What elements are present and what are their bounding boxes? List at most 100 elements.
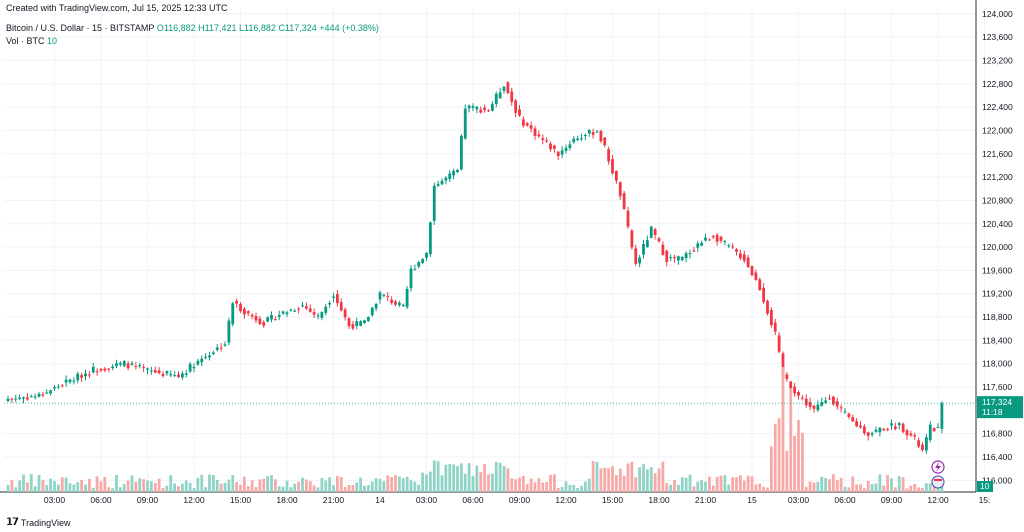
candle-body bbox=[215, 347, 219, 350]
candle-body bbox=[576, 138, 580, 141]
volume-bar bbox=[529, 478, 533, 492]
volume-bar bbox=[91, 487, 95, 492]
candle-body bbox=[281, 311, 285, 314]
price-tick-label: 118,000 bbox=[982, 359, 1012, 369]
volume-bar bbox=[56, 484, 60, 492]
candle-body bbox=[921, 444, 924, 451]
symbol-label[interactable]: Bitcoin / U.S. Dollar · 15 · BITSTAMP bbox=[6, 23, 155, 33]
candle-body bbox=[304, 306, 308, 309]
candle-body bbox=[533, 128, 537, 136]
time-tick-label: 06:00 bbox=[834, 495, 856, 505]
candle-body bbox=[793, 386, 797, 394]
candle-body bbox=[324, 306, 328, 313]
volume-bar bbox=[518, 477, 521, 492]
volume-bar bbox=[591, 461, 595, 492]
volume-bar bbox=[913, 483, 917, 492]
candle-body bbox=[18, 397, 22, 399]
volume-bar bbox=[304, 479, 308, 492]
volume-bar bbox=[165, 485, 169, 492]
candle-body bbox=[448, 173, 452, 180]
volume-bar bbox=[490, 473, 494, 492]
candle-body bbox=[518, 109, 521, 116]
volume-bar bbox=[254, 487, 258, 492]
volume-bar bbox=[583, 481, 587, 492]
candle-body bbox=[552, 145, 556, 149]
low-value: L116,882 bbox=[239, 23, 276, 33]
candle-body bbox=[549, 143, 552, 150]
candle-body bbox=[103, 368, 107, 371]
candle-body bbox=[49, 390, 53, 394]
volume-bar bbox=[649, 467, 653, 492]
brand-footer[interactable]: 𝟭𝟳 TradingView bbox=[6, 517, 70, 528]
candle-body bbox=[595, 131, 599, 133]
candle-body bbox=[727, 245, 731, 247]
candle-body bbox=[649, 226, 653, 238]
volume-label[interactable]: Vol · BTC bbox=[6, 36, 45, 46]
candle-body bbox=[700, 242, 704, 246]
candle-body bbox=[560, 150, 564, 155]
candle-body bbox=[115, 363, 118, 367]
candle-body bbox=[611, 159, 614, 174]
volume-bar bbox=[239, 484, 242, 492]
volume-bar bbox=[409, 479, 413, 492]
last-price-countdown: 11:18 bbox=[982, 407, 1003, 417]
volume-bar bbox=[909, 485, 913, 492]
candle-body bbox=[498, 92, 502, 99]
volume-bar bbox=[506, 468, 510, 492]
candle-body bbox=[378, 292, 382, 300]
price-tick-label: 119,200 bbox=[982, 289, 1012, 299]
volume-bar bbox=[921, 488, 924, 492]
candle-body bbox=[909, 433, 913, 436]
volume-bar bbox=[890, 478, 893, 492]
volume-bar bbox=[64, 477, 68, 492]
candle-body bbox=[804, 398, 808, 406]
volume-bar bbox=[711, 485, 715, 492]
candle-body bbox=[750, 266, 754, 276]
candle-body bbox=[270, 315, 273, 320]
volume-bar bbox=[463, 473, 467, 492]
volume-bar bbox=[122, 484, 126, 492]
volume-bar bbox=[258, 479, 262, 492]
candle-body bbox=[142, 366, 146, 368]
candle-body bbox=[630, 230, 634, 248]
candle-body bbox=[390, 299, 394, 303]
candle-body bbox=[607, 149, 611, 162]
candle-body bbox=[487, 110, 490, 112]
price-tick-label: 116,800 bbox=[982, 429, 1012, 439]
volume-bar bbox=[626, 463, 630, 492]
candle-body bbox=[231, 303, 235, 325]
candle-body bbox=[707, 239, 711, 241]
time-tick-label: 14 bbox=[375, 495, 385, 505]
candle-body bbox=[591, 132, 595, 135]
candle-body bbox=[196, 360, 200, 365]
volume-tag bbox=[977, 481, 993, 492]
candle-body bbox=[10, 398, 14, 400]
candle-body bbox=[893, 426, 897, 429]
candle-body bbox=[580, 138, 583, 140]
time-tick-label: 15 bbox=[747, 495, 757, 505]
volume-bar bbox=[824, 478, 828, 492]
candle-body bbox=[285, 312, 289, 315]
candle-body bbox=[165, 371, 169, 374]
candle-body bbox=[847, 413, 851, 417]
last-price-tag bbox=[977, 396, 1023, 419]
volume-bar bbox=[851, 476, 855, 492]
candle-body bbox=[76, 373, 80, 381]
candle-body bbox=[688, 253, 692, 255]
candle-body bbox=[816, 404, 820, 411]
candle-body bbox=[227, 320, 231, 343]
candle-body bbox=[932, 428, 936, 432]
candle-body bbox=[413, 269, 417, 271]
candle-body bbox=[645, 240, 649, 248]
candle-body bbox=[277, 315, 281, 318]
candle-body bbox=[758, 279, 762, 291]
candle-body bbox=[471, 105, 475, 108]
candle-body bbox=[126, 363, 130, 369]
candle-body bbox=[394, 301, 397, 305]
time-tick-label: 09:00 bbox=[509, 495, 531, 505]
volume-bar bbox=[134, 481, 138, 492]
time-tick-label: 21:00 bbox=[695, 495, 717, 505]
volume-bar bbox=[843, 486, 847, 492]
volume-bar bbox=[126, 480, 130, 492]
